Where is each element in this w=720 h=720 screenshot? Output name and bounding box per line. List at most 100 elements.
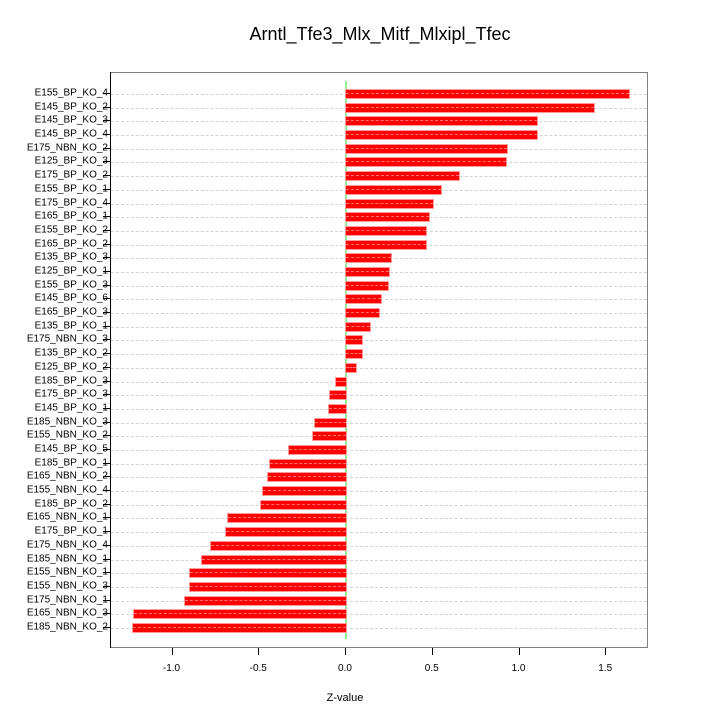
grid-line (111, 326, 647, 328)
y-tick-label: E155_BP_KO_4 (34, 87, 108, 99)
x-tick-label: 0.5 (424, 663, 439, 674)
y-tick-label: E125_BP_KO_2 (34, 361, 108, 373)
y-tick-label: E165_NBN_KO_3 (26, 607, 108, 619)
bar (346, 172, 459, 181)
bar (346, 185, 442, 194)
y-tick-label: E155_NBN_KO_3 (26, 580, 108, 592)
grid-line (111, 504, 647, 506)
y-tick (103, 585, 110, 587)
y-tick (103, 106, 110, 108)
y-tick-label: E145_BP_KO_2 (34, 101, 108, 113)
bar (262, 487, 347, 496)
y-tick-label: E185_NBN_KO_3 (26, 416, 108, 428)
x-tick (258, 648, 260, 655)
zero-reference-line (345, 81, 347, 639)
y-tick-label: E185_NBN_KO_1 (26, 553, 108, 565)
y-tick-label: E145_BP_KO_3 (34, 114, 108, 126)
y-tick (103, 271, 110, 272)
y-tick-label: E165_NBN_KO_2 (26, 470, 108, 482)
y-tick-label: E175_BP_KO_3 (34, 388, 108, 400)
y-tick-label: E125_BP_KO_3 (34, 155, 108, 167)
grid-line (111, 381, 647, 383)
y-tick-label: E155_NBN_KO_1 (26, 566, 108, 578)
y-tick (103, 298, 110, 300)
bar (346, 268, 390, 276)
y-tick-label: E155_BP_KO_3 (34, 279, 108, 291)
bar (346, 90, 629, 98)
y-tick (103, 435, 110, 437)
y-tick-label: E185_NBN_KO_2 (26, 621, 108, 633)
y-tick (103, 462, 110, 464)
bar (346, 158, 506, 167)
grid-line (111, 518, 647, 520)
y-tick-label: E125_BP_KO_1 (34, 265, 108, 277)
y-tick (103, 394, 110, 396)
grid-line (111, 477, 647, 479)
y-tick (103, 229, 110, 231)
y-tick (103, 558, 110, 560)
grid-line (111, 408, 647, 410)
grid-line (111, 436, 647, 438)
y-tick (103, 312, 110, 314)
bar (346, 363, 357, 372)
bar (346, 226, 426, 235)
bar (346, 336, 362, 345)
y-tick (103, 325, 110, 327)
bar (346, 295, 381, 304)
x-tick (605, 648, 607, 655)
y-tick (103, 380, 110, 382)
y-tick (103, 216, 110, 218)
bar (134, 610, 346, 619)
bar (330, 391, 346, 400)
y-tick-label: E135_BP_KO_1 (34, 320, 108, 332)
x-tick-label: 0.0 (338, 663, 352, 674)
x-tick (431, 648, 433, 655)
y-tick-label: E135_BP_KO_2 (34, 347, 108, 359)
bar (288, 446, 347, 454)
y-tick (103, 627, 110, 628)
bar (346, 117, 537, 126)
y-tick-label: E165_BP_KO_3 (34, 306, 108, 318)
y-tick-label: E175_NBN_KO_3 (26, 333, 108, 345)
y-tick (103, 476, 110, 478)
y-tick (103, 339, 110, 341)
y-tick (103, 353, 110, 355)
y-tick-label: E185_BP_KO_2 (34, 498, 108, 510)
y-tick-label: E155_BP_KO_2 (34, 224, 108, 236)
bar (132, 624, 347, 632)
grid-line (111, 532, 647, 534)
y-tick (103, 449, 110, 450)
bar (335, 377, 347, 386)
y-tick (103, 188, 110, 190)
y-tick-label: E165_BP_KO_1 (34, 210, 108, 222)
bar (328, 404, 347, 413)
grid-line (111, 559, 647, 561)
x-tick-label: -1.0 (162, 663, 181, 674)
y-tick-label: E175_BP_KO_4 (34, 197, 108, 209)
x-tick (171, 648, 173, 655)
y-tick (103, 243, 110, 245)
y-tick-label: E165_BP_KO_2 (34, 238, 108, 250)
grid-line (111, 600, 647, 602)
grid-line (111, 367, 647, 369)
y-tick (103, 134, 110, 136)
grid-line (111, 340, 647, 342)
y-tick-label: E145_BP_KO_5 (34, 443, 108, 455)
y-tick (103, 421, 110, 423)
y-tick-label: E175_NBN_KO_2 (26, 142, 108, 154)
chart-title: Arntl_Tfe3_Mlx_Mitf_Mlxipl_Tfec (249, 24, 511, 44)
y-tick-label: E135_BP_KO_3 (34, 251, 108, 263)
grid-line (111, 313, 647, 315)
y-tick (103, 544, 110, 546)
y-tick-label: E165_NBN_KO_1 (26, 511, 108, 523)
bar (228, 514, 346, 523)
y-tick-label: E145_BP_KO_6 (34, 292, 108, 304)
x-tick-label: -0.5 (249, 663, 267, 674)
x-axis-title: Z-value (326, 692, 364, 704)
y-tick (103, 147, 110, 149)
grid-line (111, 450, 647, 451)
y-tick-label: E185_BP_KO_1 (34, 457, 108, 469)
y-tick-label: E175_BP_KO_1 (34, 525, 108, 537)
grid-line (111, 573, 647, 575)
